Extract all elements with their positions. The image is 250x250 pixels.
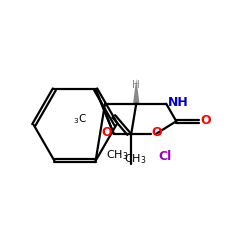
Text: Cl: Cl (159, 150, 172, 162)
Text: NH: NH (168, 96, 189, 109)
Text: O: O (152, 126, 162, 139)
Polygon shape (133, 79, 140, 104)
Text: O: O (102, 126, 113, 139)
Text: $_3$C: $_3$C (73, 112, 87, 126)
Text: CH$_3$: CH$_3$ (124, 152, 146, 166)
Text: CH$_3$: CH$_3$ (106, 149, 129, 162)
Text: O: O (200, 114, 210, 127)
Text: H: H (132, 80, 140, 90)
